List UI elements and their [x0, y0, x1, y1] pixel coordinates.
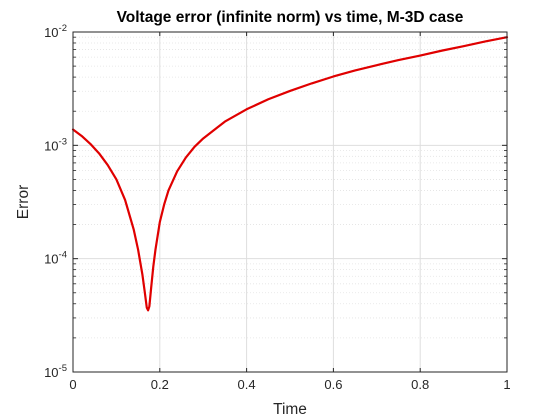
y-tick-labels: 10-5 10-4 10-3 10-2 — [44, 23, 67, 380]
x-tick-label: 0 — [69, 377, 76, 392]
x-tick-label: 0.2 — [151, 377, 169, 392]
plot-frame — [72, 31, 508, 373]
plot-background — [73, 32, 507, 372]
x-tick-labels: 0 0.2 0.4 0.6 0.8 1 — [69, 377, 510, 392]
series-layer — [71, 36, 509, 312]
x-tick-label: 0.8 — [411, 377, 429, 392]
x-tick-label: 1 — [503, 377, 510, 392]
x-tick-label: 0.6 — [324, 377, 342, 392]
series-line — [71, 36, 509, 312]
minor-grid — [73, 36, 507, 339]
y-tick-label: 10-2 — [44, 23, 67, 40]
x-tick-label: 0.4 — [238, 377, 256, 392]
chart-title: Voltage error (infinite norm) vs time, M… — [117, 9, 464, 26]
y-tick-label: 10-5 — [44, 363, 67, 380]
x-axis-label: Time — [273, 401, 307, 418]
tick-marks — [72, 31, 508, 373]
y-axis-label: Error — [15, 185, 32, 219]
y-tick-label: 10-3 — [44, 136, 67, 153]
y-tick-label: 10-4 — [44, 250, 67, 267]
